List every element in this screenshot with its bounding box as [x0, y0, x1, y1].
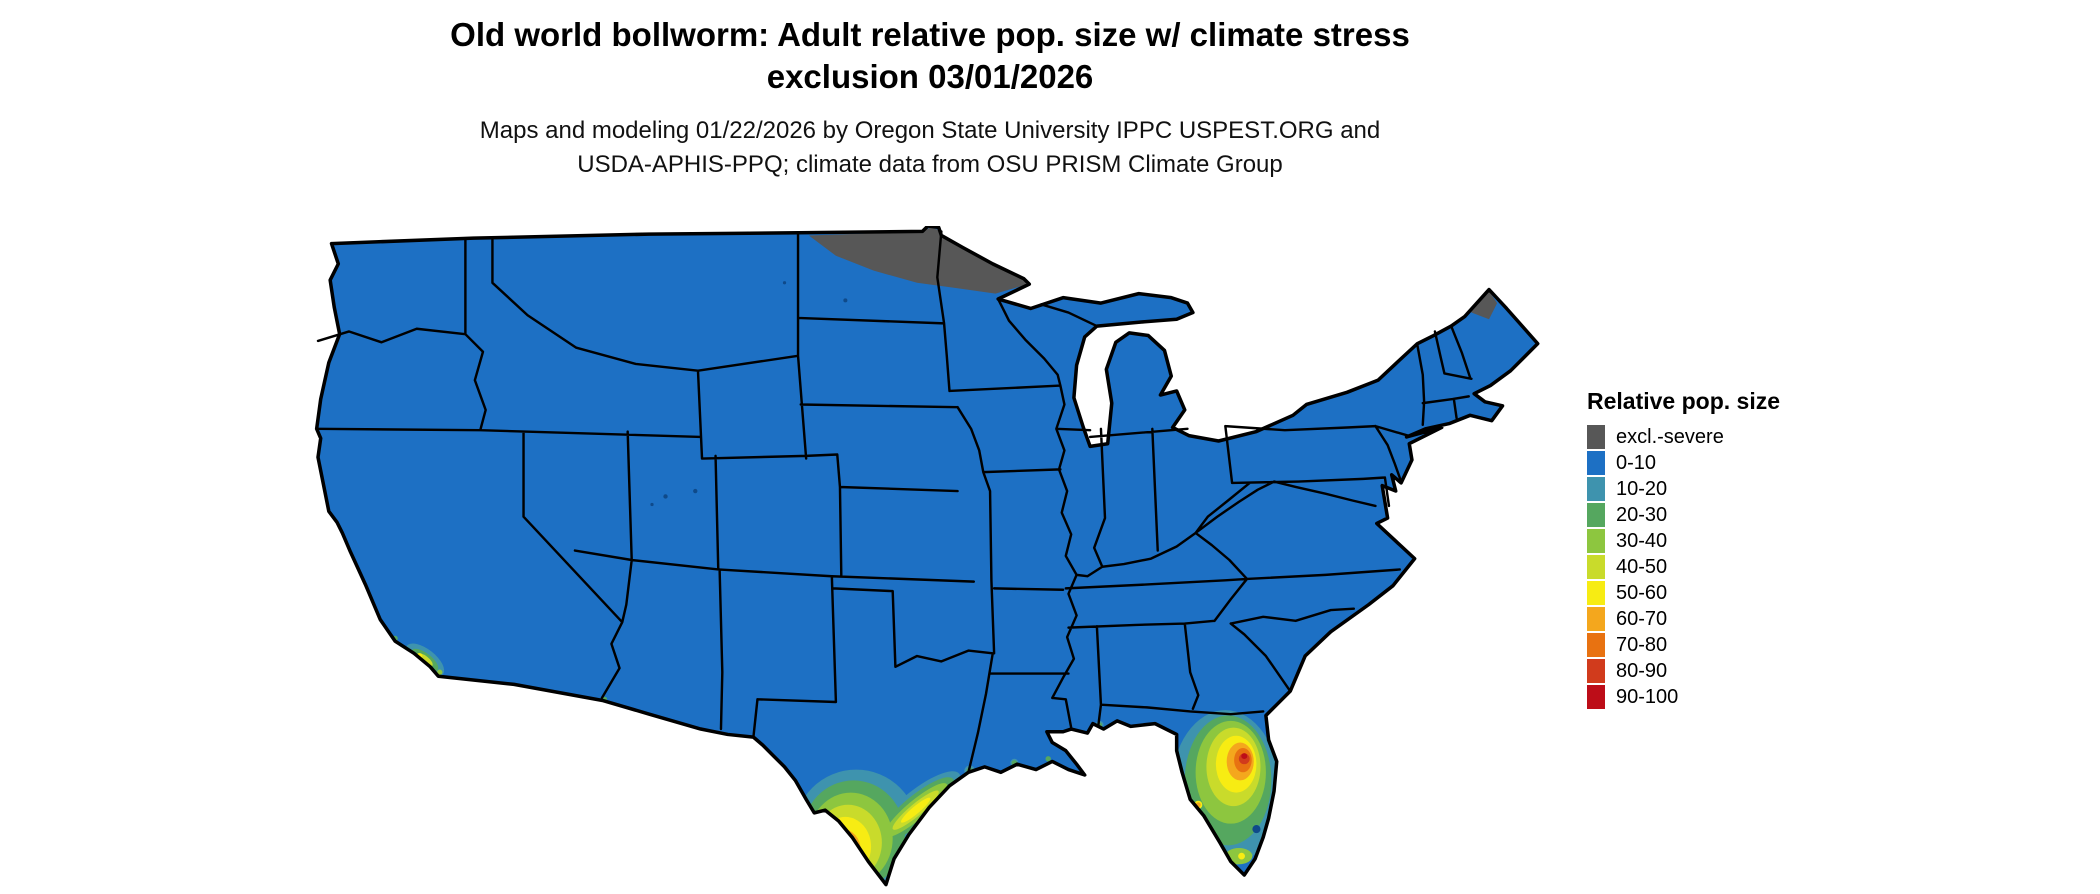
figure-subtitle-line1: Maps and modeling 01/22/2026 by Oregon S… — [479, 117, 1381, 144]
legend-item-label: excl.-severe — [1616, 425, 1724, 448]
legend-item: 70-80 — [1587, 633, 1780, 657]
legend-item: 80-90 — [1587, 659, 1780, 683]
legend-swatch — [1587, 425, 1605, 449]
interior-lake-specks — [650, 281, 848, 507]
legend-item-label: 30-40 — [1616, 529, 1668, 552]
legend-item: 0-10 — [1587, 451, 1780, 475]
legend-item: 20-30 — [1587, 503, 1780, 527]
legend-item: 40-50 — [1587, 555, 1780, 579]
legend-swatch — [1587, 503, 1605, 527]
legend-item-label: 70-80 — [1616, 633, 1668, 656]
legend-item: 10-20 — [1587, 477, 1780, 501]
figure-title-line1: Old world bollworm: Adult relative pop. … — [450, 16, 1410, 53]
figure-subtitle: Maps and modeling 01/22/2026 by Oregon S… — [0, 114, 1860, 182]
legend-item: 30-40 — [1587, 529, 1780, 553]
legend-swatch — [1587, 555, 1605, 579]
figure-subtitle-line2: USDA-APHIS-PPQ; climate data from OSU PR… — [577, 151, 1283, 178]
legend-item: 50-60 — [1587, 581, 1780, 605]
figure-header: Old world bollworm: Adult relative pop. … — [0, 14, 1860, 182]
legend-swatch — [1587, 607, 1605, 631]
legend-item-label: 40-50 — [1616, 555, 1668, 578]
legend-item: excl.-severe — [1587, 425, 1780, 449]
legend-item-label: 50-60 — [1616, 581, 1668, 604]
legend-item: 60-70 — [1587, 607, 1780, 631]
legend-swatch — [1587, 633, 1605, 657]
figure-title-line2: exclusion 03/01/2026 — [766, 58, 1094, 95]
legend-item-label: 60-70 — [1616, 607, 1668, 630]
us-map — [311, 226, 1542, 894]
legend-items: excl.-severe 0-10 10-20 20-30 30-40 40-50 50-6… — [1587, 425, 1780, 709]
legend-swatch — [1587, 529, 1605, 553]
national-outline — [314, 226, 1540, 887]
state-borders — [315, 230, 1473, 774]
legend-swatch — [1587, 659, 1605, 683]
legend-swatch — [1587, 581, 1605, 605]
legend-item-label: 80-90 — [1616, 659, 1668, 682]
legend-swatch — [1587, 451, 1605, 475]
legend-item-label: 90-100 — [1616, 685, 1679, 708]
legend-swatch — [1587, 685, 1605, 709]
legend-swatch — [1587, 477, 1605, 501]
legend-item-label: 10-20 — [1616, 477, 1668, 500]
legend: Relative pop. size excl.-severe 0-10 10-20… — [1587, 388, 1780, 711]
legend-item-label: 20-30 — [1616, 503, 1668, 526]
excluded-region-minnesota — [808, 227, 1028, 294]
legend-item: 90-100 — [1587, 685, 1780, 709]
legend-item-label: 0-10 — [1616, 451, 1657, 474]
legend-title: Relative pop. size — [1587, 388, 1781, 414]
